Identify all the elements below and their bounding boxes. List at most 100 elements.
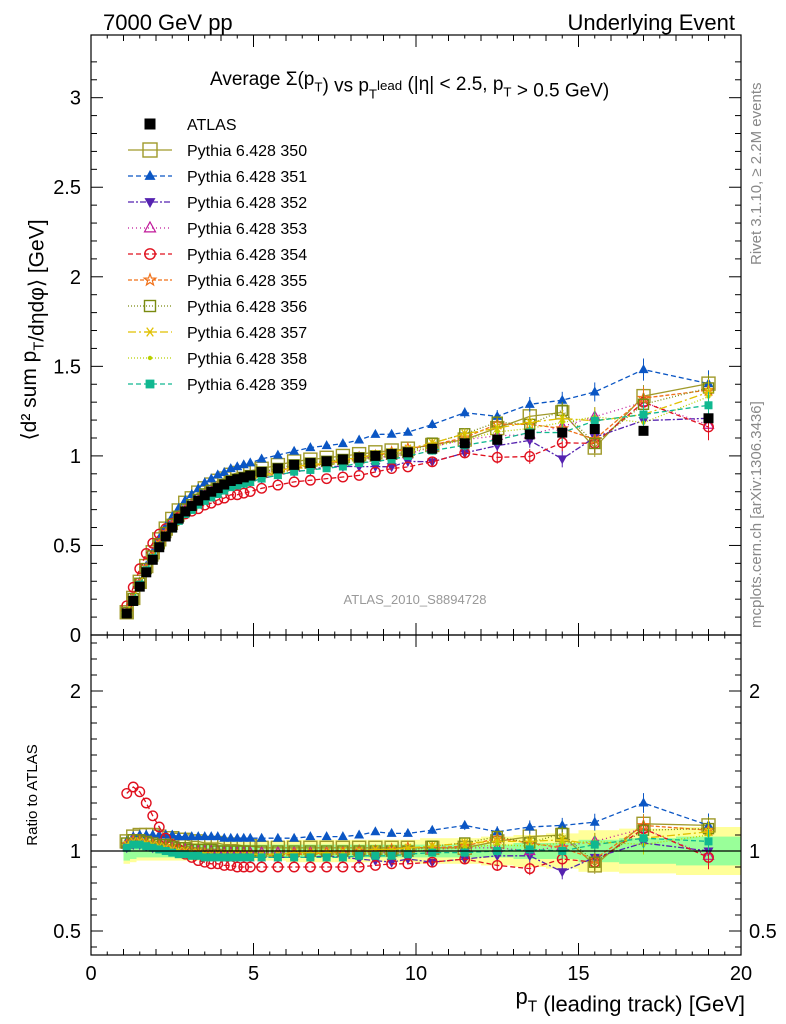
data-point bbox=[289, 445, 300, 455]
legend-label: ATLAS bbox=[187, 117, 237, 134]
ratio-point bbox=[206, 831, 217, 841]
atlas-point bbox=[245, 470, 256, 481]
data-point bbox=[386, 463, 398, 475]
atlas-point bbox=[370, 450, 381, 461]
atlas-point bbox=[354, 452, 365, 463]
ratio-point bbox=[402, 827, 413, 837]
ratio-point bbox=[135, 840, 144, 849]
ratio-point bbox=[403, 850, 412, 859]
atlas-point bbox=[173, 513, 184, 524]
ratio-point bbox=[426, 856, 438, 868]
ratio-point bbox=[173, 831, 184, 841]
x-tick-label: 15 bbox=[567, 963, 589, 985]
ratio-point bbox=[246, 853, 255, 862]
ratio-point bbox=[402, 858, 414, 870]
ratio-point bbox=[371, 851, 380, 860]
legend-label: Pythia 6.428 359 bbox=[187, 377, 307, 394]
ratio-point bbox=[338, 853, 347, 862]
series-line bbox=[126, 401, 709, 606]
ratio-point bbox=[256, 832, 267, 842]
data-point bbox=[304, 474, 316, 486]
atlas-point bbox=[225, 475, 236, 486]
ratio-point bbox=[232, 832, 243, 842]
y-axis-label: ⟨d² sum pT/dηdφ⟩ [GeV] bbox=[18, 219, 48, 440]
ratio-point bbox=[238, 861, 250, 873]
header-left: 7000 GeV pp bbox=[103, 10, 233, 35]
ratio-point bbox=[140, 797, 152, 809]
legend-marker bbox=[147, 355, 153, 361]
series-layer bbox=[119, 358, 716, 880]
atlas-point bbox=[557, 427, 568, 438]
atlas-point bbox=[154, 542, 165, 553]
atlas-point bbox=[386, 449, 397, 460]
ratio-point bbox=[168, 848, 177, 857]
ratio-point bbox=[193, 831, 204, 841]
legend-item: Pythia 6.428 358 bbox=[128, 351, 307, 368]
ratio-point bbox=[181, 850, 190, 859]
data-point bbox=[226, 483, 235, 492]
atlas-point bbox=[141, 567, 152, 578]
data-point bbox=[338, 462, 347, 471]
legend-label: Pythia 6.428 353 bbox=[187, 221, 307, 238]
data-point bbox=[213, 490, 222, 499]
ratio-tick-label-right: 1 bbox=[749, 841, 760, 863]
ratio-point bbox=[239, 853, 248, 862]
ratio-point bbox=[187, 851, 196, 860]
ratio-point bbox=[289, 832, 300, 842]
atlas-point bbox=[212, 483, 223, 494]
mcplots-label: mcplots.cern.ch [arXiv:1306.3436] bbox=[748, 401, 765, 628]
atlas-point bbox=[459, 438, 470, 449]
legend-item: Pythia 6.428 359 bbox=[128, 377, 307, 394]
chart-title: Average Σ(pT) vs pTlead (|η| < 2.5, pT >… bbox=[210, 69, 609, 101]
ratio-point bbox=[321, 861, 333, 873]
legend-item: ATLAS bbox=[144, 117, 237, 134]
data-point bbox=[207, 493, 216, 502]
atlas-point bbox=[289, 459, 300, 470]
data-point bbox=[370, 428, 381, 438]
data-point bbox=[386, 463, 397, 473]
legend-item: Pythia 6.428 353 bbox=[128, 220, 307, 238]
ratio-point bbox=[355, 851, 364, 860]
atlas-point bbox=[256, 467, 267, 478]
series-pythia-6-428-356 bbox=[121, 374, 715, 871]
ratio-point bbox=[213, 853, 222, 862]
data-point bbox=[337, 471, 349, 483]
legend-item: Pythia 6.428 357 bbox=[128, 325, 307, 342]
atlas-point bbox=[121, 608, 132, 619]
data-point bbox=[288, 476, 300, 488]
data-point bbox=[231, 489, 243, 501]
svg-text:Rivet 3.1.10, ≥ 2.2M events: Rivet 3.1.10, ≥ 2.2M events bbox=[748, 83, 765, 266]
svg-text:mcplots.cern.ch [arXiv:1306.34: mcplots.cern.ch [arXiv:1306.3436] bbox=[748, 401, 765, 628]
data-point bbox=[371, 457, 380, 466]
ratio-point bbox=[238, 832, 249, 842]
data-point bbox=[355, 459, 364, 468]
ratio-y-axis-label: Ratio to ATLAS bbox=[24, 744, 41, 845]
data-point bbox=[220, 486, 229, 495]
legend-marker bbox=[145, 379, 155, 389]
x-tick-label: 5 bbox=[248, 963, 259, 985]
ratio-point bbox=[147, 810, 159, 822]
svg-text:Average Σ(pT) vs pTlead (|η| <: Average Σ(pT) vs pTlead (|η| < 2.5, pT >… bbox=[210, 69, 609, 101]
ratio-point bbox=[387, 851, 396, 860]
ratio-point bbox=[134, 786, 146, 798]
legend-label: Pythia 6.428 355 bbox=[187, 273, 307, 290]
legend-item: Pythia 6.428 355 bbox=[128, 272, 307, 290]
legend-item: Pythia 6.428 350 bbox=[128, 142, 307, 160]
ratio-point bbox=[225, 832, 236, 842]
header-right: Underlying Event bbox=[567, 10, 735, 35]
ratio-point bbox=[186, 831, 197, 841]
data-point bbox=[256, 453, 267, 463]
ratio-point bbox=[257, 853, 266, 862]
legend-marker bbox=[144, 327, 156, 337]
legend-marker bbox=[142, 272, 158, 287]
data-point bbox=[200, 496, 209, 505]
data-point bbox=[219, 467, 230, 477]
atlas-point bbox=[238, 472, 249, 483]
ratio-point bbox=[174, 850, 183, 859]
ratio-point bbox=[220, 853, 229, 862]
atlas-point bbox=[272, 463, 283, 474]
atlas-point bbox=[321, 456, 332, 467]
data-point bbox=[386, 428, 397, 438]
